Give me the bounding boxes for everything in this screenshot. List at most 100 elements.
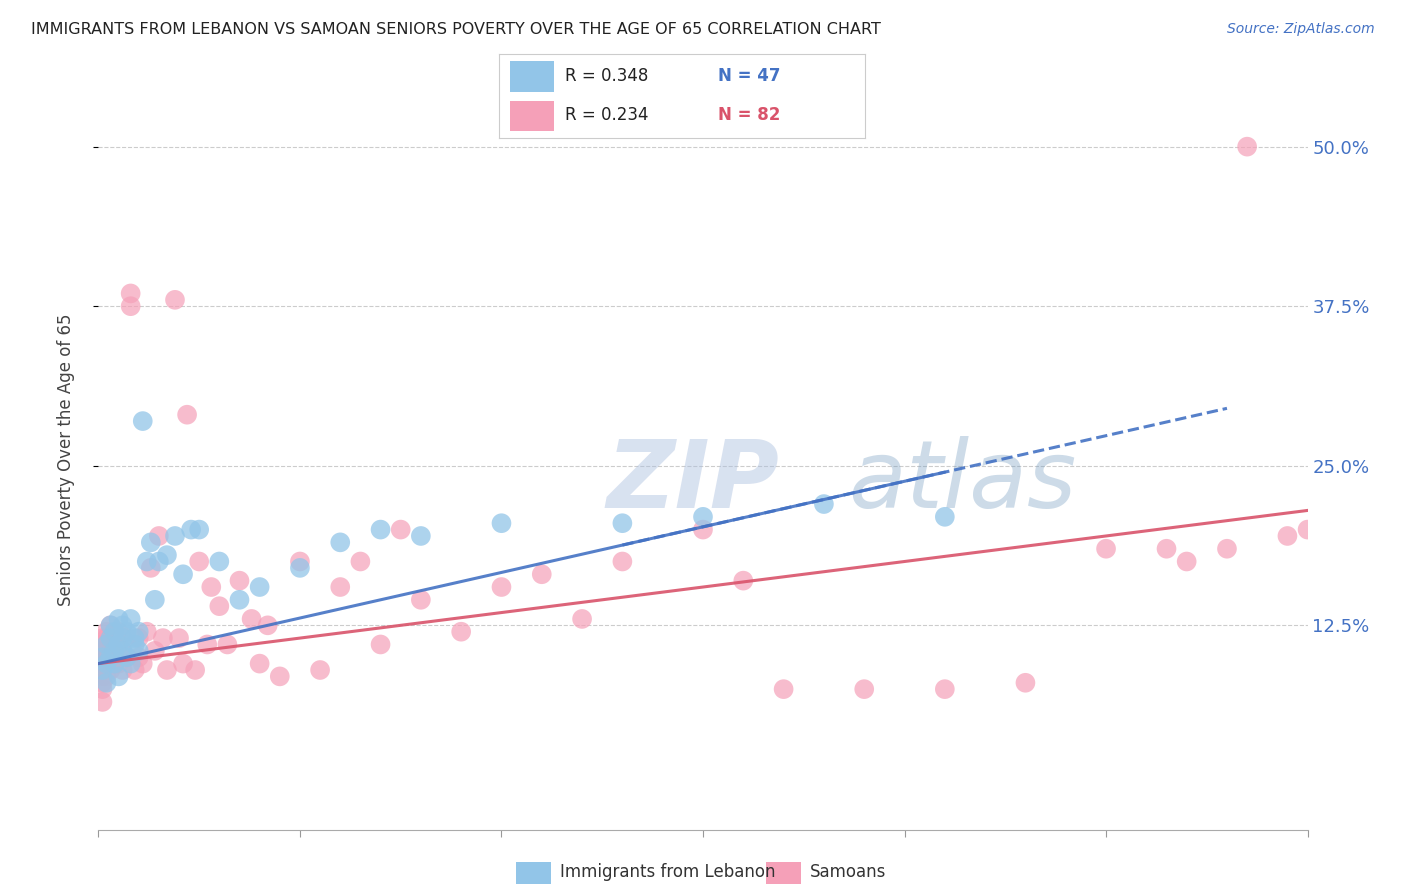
Immigrants from Lebanon xyxy=(491,516,513,531)
Immigrants from Lebanon xyxy=(172,567,194,582)
Immigrants from Lebanon xyxy=(128,624,150,639)
FancyBboxPatch shape xyxy=(516,862,551,884)
Samoans xyxy=(96,624,118,639)
Samoans xyxy=(96,657,118,671)
Immigrants from Lebanon xyxy=(188,523,211,537)
Samoans xyxy=(124,663,146,677)
Samoans xyxy=(91,695,114,709)
Immigrants from Lebanon xyxy=(934,509,956,524)
Samoans xyxy=(103,657,125,671)
Samoans xyxy=(120,286,142,301)
Samoans xyxy=(91,675,114,690)
Samoans xyxy=(1236,139,1258,153)
Immigrants from Lebanon xyxy=(96,675,118,690)
Samoans xyxy=(208,599,231,614)
Samoans xyxy=(1156,541,1178,556)
Samoans xyxy=(167,631,190,645)
Samoans xyxy=(111,663,134,677)
Samoans xyxy=(103,631,125,645)
Text: R = 0.234: R = 0.234 xyxy=(565,106,648,124)
Immigrants from Lebanon xyxy=(111,644,134,658)
Samoans xyxy=(96,650,118,665)
Text: N = 82: N = 82 xyxy=(718,106,780,124)
Samoans xyxy=(853,682,876,697)
Samoans xyxy=(269,669,291,683)
Samoans xyxy=(184,663,207,677)
Samoans xyxy=(733,574,755,588)
Samoans xyxy=(148,529,170,543)
Samoans xyxy=(409,592,432,607)
Immigrants from Lebanon xyxy=(139,535,162,549)
Samoans xyxy=(195,637,218,651)
Samoans xyxy=(349,554,371,568)
FancyBboxPatch shape xyxy=(510,62,554,92)
Samoans xyxy=(240,612,263,626)
Immigrants from Lebanon xyxy=(120,612,142,626)
Immigrants from Lebanon xyxy=(107,669,129,683)
Text: atlas: atlas xyxy=(848,436,1077,527)
Samoans xyxy=(128,650,150,665)
Samoans xyxy=(91,663,114,677)
Samoans xyxy=(96,644,118,658)
Immigrants from Lebanon xyxy=(813,497,835,511)
Text: 30.0%: 30.0% xyxy=(1251,853,1308,871)
Samoans xyxy=(91,650,114,665)
Samoans xyxy=(107,657,129,671)
Immigrants from Lebanon xyxy=(692,509,714,524)
Immigrants from Lebanon xyxy=(107,612,129,626)
Immigrants from Lebanon xyxy=(132,414,155,428)
Samoans xyxy=(1296,523,1319,537)
FancyBboxPatch shape xyxy=(510,101,554,131)
Samoans xyxy=(135,624,157,639)
Text: N = 47: N = 47 xyxy=(718,68,780,86)
Text: Source: ZipAtlas.com: Source: ZipAtlas.com xyxy=(1227,22,1375,37)
Immigrants from Lebanon xyxy=(103,657,125,671)
Samoans xyxy=(100,618,122,632)
Samoans xyxy=(120,299,142,313)
Samoans xyxy=(115,650,138,665)
Samoans xyxy=(152,631,174,645)
Samoans xyxy=(100,663,122,677)
Samoans xyxy=(389,523,412,537)
Samoans xyxy=(329,580,352,594)
Samoans xyxy=(200,580,222,594)
Samoans xyxy=(107,624,129,639)
Samoans xyxy=(571,612,593,626)
Immigrants from Lebanon xyxy=(100,618,122,632)
Immigrants from Lebanon xyxy=(103,644,125,658)
Text: R = 0.348: R = 0.348 xyxy=(565,68,648,86)
Samoans xyxy=(612,554,634,568)
Samoans xyxy=(91,644,114,658)
Samoans xyxy=(1216,541,1239,556)
Samoans xyxy=(1175,554,1198,568)
Samoans xyxy=(91,631,114,645)
Immigrants from Lebanon xyxy=(107,637,129,651)
Immigrants from Lebanon xyxy=(612,516,634,531)
Samoans xyxy=(143,644,166,658)
Immigrants from Lebanon xyxy=(124,631,146,645)
FancyBboxPatch shape xyxy=(766,862,801,884)
Immigrants from Lebanon xyxy=(111,618,134,632)
Samoans xyxy=(128,631,150,645)
Immigrants from Lebanon xyxy=(409,529,432,543)
Samoans xyxy=(96,669,118,683)
Samoans xyxy=(91,669,114,683)
Immigrants from Lebanon xyxy=(249,580,271,594)
Samoans xyxy=(156,663,179,677)
Immigrants from Lebanon xyxy=(115,650,138,665)
Samoans xyxy=(370,637,392,651)
Samoans xyxy=(100,650,122,665)
Samoans xyxy=(256,618,278,632)
Immigrants from Lebanon xyxy=(111,631,134,645)
Immigrants from Lebanon xyxy=(288,561,311,575)
Text: 0.0%: 0.0% xyxy=(98,853,143,871)
Immigrants from Lebanon xyxy=(135,554,157,568)
Samoans xyxy=(249,657,271,671)
Text: ZIP: ZIP xyxy=(606,435,779,527)
Samoans xyxy=(115,631,138,645)
Samoans xyxy=(103,650,125,665)
Immigrants from Lebanon xyxy=(115,624,138,639)
Samoans xyxy=(188,554,211,568)
Samoans xyxy=(163,293,186,307)
Text: Immigrants from Lebanon: Immigrants from Lebanon xyxy=(560,863,775,881)
